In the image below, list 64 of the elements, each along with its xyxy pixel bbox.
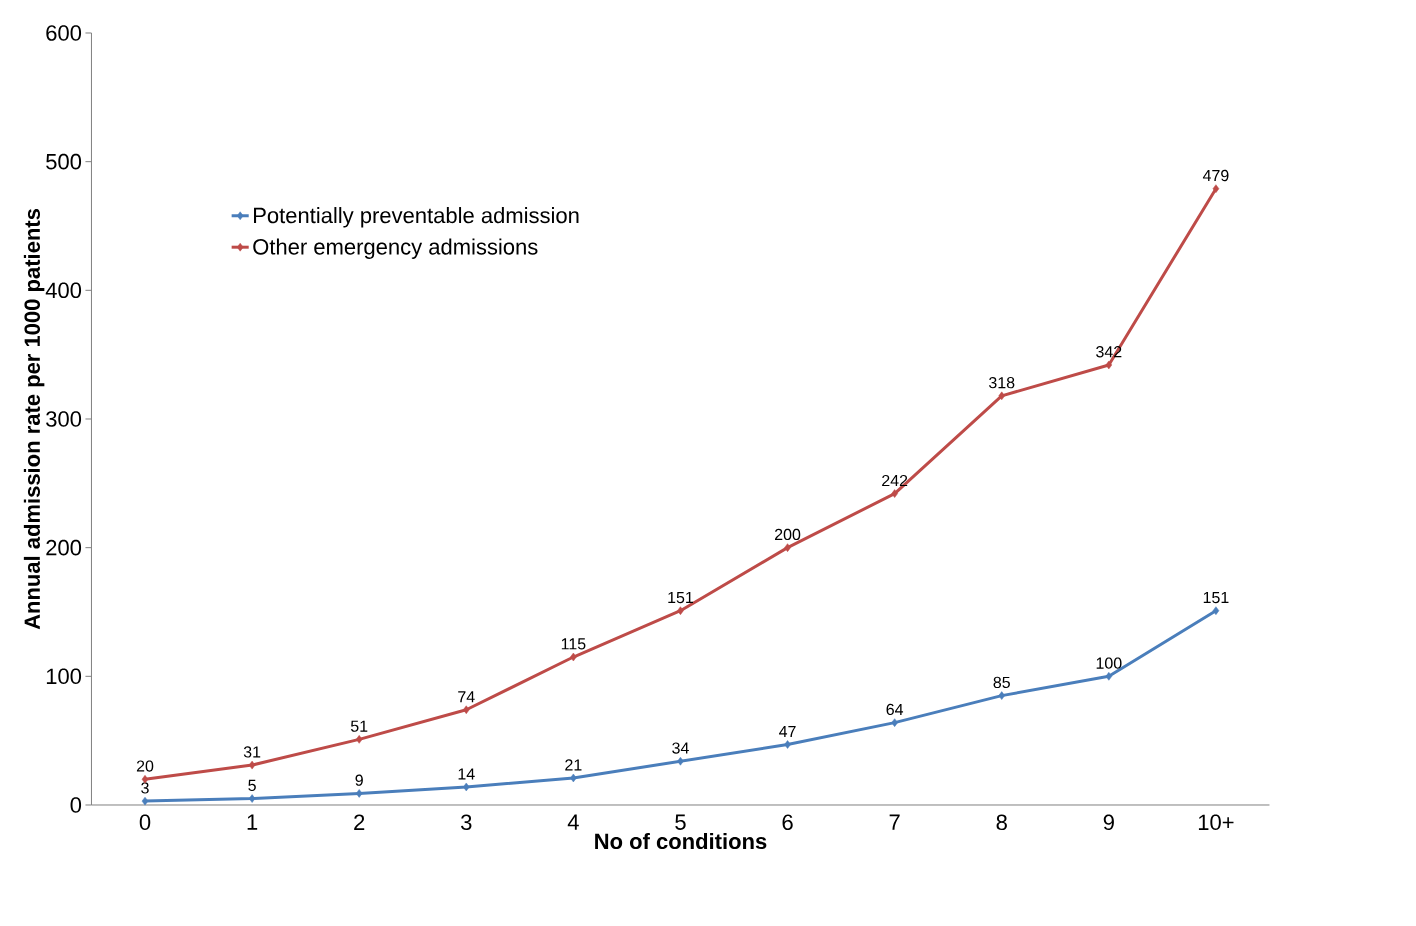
- y-tick-label: 600: [46, 25, 82, 41]
- point: [1105, 672, 1113, 681]
- data-label: 151: [668, 592, 694, 604]
- data-label: 74: [458, 691, 475, 703]
- point: [677, 606, 684, 615]
- data-label: 5: [248, 779, 256, 792]
- y-tick-label: 500: [46, 153, 82, 170]
- point: [463, 705, 470, 715]
- data-label: 200: [775, 528, 801, 541]
- legend-label: Other emergency admissions: [253, 238, 538, 259]
- data-label: 115: [561, 638, 586, 650]
- x-tick-label: 7: [889, 814, 900, 830]
- data-label: 51: [350, 720, 368, 732]
- x-tick-label: 8: [996, 814, 1007, 831]
- y-tick-label: 300: [46, 411, 82, 427]
- x-tick-label: 1: [247, 814, 258, 830]
- point: [677, 756, 684, 766]
- legend-label: Potentially preventable admission: [254, 207, 579, 228]
- x-tick-label: 2: [354, 814, 365, 830]
- data-label: 14: [458, 768, 475, 780]
- data-label: 34: [672, 742, 689, 754]
- data-label: 21: [565, 759, 582, 771]
- y-tick-label: 400: [45, 282, 82, 299]
- point: [141, 796, 149, 806]
- data-label: 47: [779, 725, 796, 737]
- data-label: 3: [141, 782, 149, 794]
- x-tick-label: 6: [782, 814, 793, 831]
- point: [1212, 184, 1220, 193]
- data-label: 151: [1203, 592, 1229, 604]
- data-label: 9: [355, 774, 363, 786]
- x-tick-label: 5: [675, 814, 686, 830]
- point: [570, 773, 577, 783]
- x-tick-label: 0: [139, 814, 151, 831]
- data-label: 31: [243, 746, 261, 758]
- data-label: 242: [882, 474, 908, 487]
- x-tick-label: 9: [1103, 814, 1114, 831]
- point: [891, 489, 898, 498]
- x-tick-label: 10+: [1198, 814, 1234, 831]
- point: [1212, 606, 1220, 615]
- data-label: 479: [1202, 169, 1229, 182]
- x-axis-title: No of conditions: [595, 832, 767, 850]
- point: [570, 652, 577, 662]
- point: [355, 735, 363, 744]
- point: [1105, 360, 1113, 370]
- point: [463, 782, 470, 792]
- y-tick-label: 0: [70, 797, 82, 813]
- point: [998, 391, 1005, 401]
- y-tick-label: 200: [46, 539, 82, 556]
- y-axis-title: Annual admission rate per 1000 patients: [23, 209, 45, 630]
- point: [998, 691, 1005, 700]
- point: [355, 789, 363, 798]
- data-label: 20: [136, 760, 154, 772]
- point: [784, 740, 791, 749]
- data-label: 100: [1096, 657, 1122, 669]
- point: [784, 543, 791, 552]
- x-tick-label: 4: [567, 814, 579, 830]
- point: [248, 760, 256, 770]
- point: [248, 794, 256, 803]
- x-tick-label: 3: [460, 814, 472, 831]
- data-label: 318: [989, 376, 1015, 389]
- data-label: 85: [993, 676, 1010, 689]
- point: [891, 718, 898, 727]
- y-tick-label: 100: [46, 668, 82, 685]
- data-label: 64: [886, 703, 904, 716]
